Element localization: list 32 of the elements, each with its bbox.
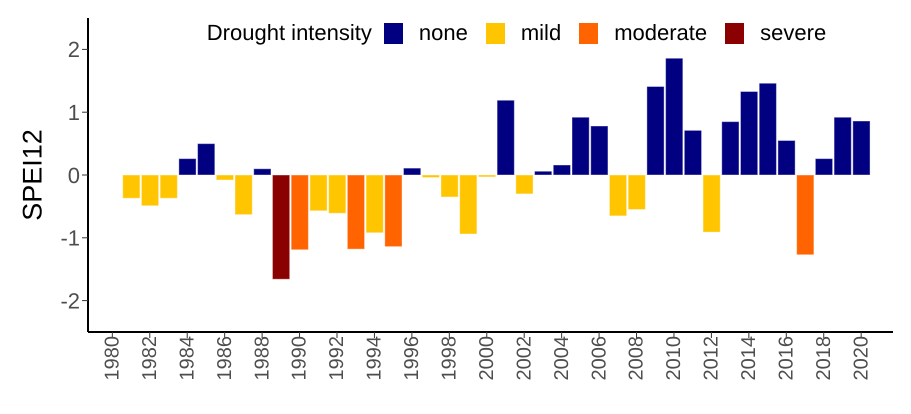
x-tick-label: 2006: [588, 336, 610, 380]
x-tick-label: 1996: [401, 336, 424, 380]
y-tick-label: -1: [60, 226, 80, 251]
x-tick-label: 1980: [102, 336, 124, 380]
legend-label: none: [418, 20, 468, 46]
x-tick-label: 2002: [513, 336, 536, 380]
x-tick-label: 2012: [700, 336, 723, 380]
x-tick-label: 1990: [288, 336, 311, 380]
x-tick-label: 2010: [663, 336, 686, 380]
y-tick-label: 0: [68, 162, 80, 188]
legend-label: moderate: [614, 20, 708, 46]
y-axis-title: SPEI12: [18, 129, 48, 221]
x-tick-label: 1988: [251, 336, 274, 380]
x-tick-label: 2018: [812, 336, 835, 380]
x-tick-label: 2016: [775, 336, 798, 380]
y-tick-label: 2: [68, 37, 80, 62]
legend-label: mild: [520, 20, 562, 46]
legend-title: Drought intensity: [206, 20, 372, 46]
x-tick-label: 1984: [176, 336, 198, 380]
x-tick-label: 1982: [138, 336, 161, 380]
x-tick-label: 2004: [550, 336, 573, 380]
x-tick-label: 2000: [476, 336, 498, 380]
x-tick-label: 1998: [438, 336, 461, 380]
legend-label: severe: [760, 20, 826, 46]
x-tick-label: 2008: [626, 336, 648, 380]
x-tick-label: 2020: [850, 336, 872, 380]
x-tick-label: 1992: [326, 336, 348, 380]
x-tick-label: 1994: [364, 336, 386, 380]
y-tick-label: -2: [60, 288, 80, 314]
x-tick-label: 2014: [738, 336, 760, 380]
y-tick-label: 1: [68, 100, 80, 126]
x-tick-label: 1986: [214, 336, 236, 380]
